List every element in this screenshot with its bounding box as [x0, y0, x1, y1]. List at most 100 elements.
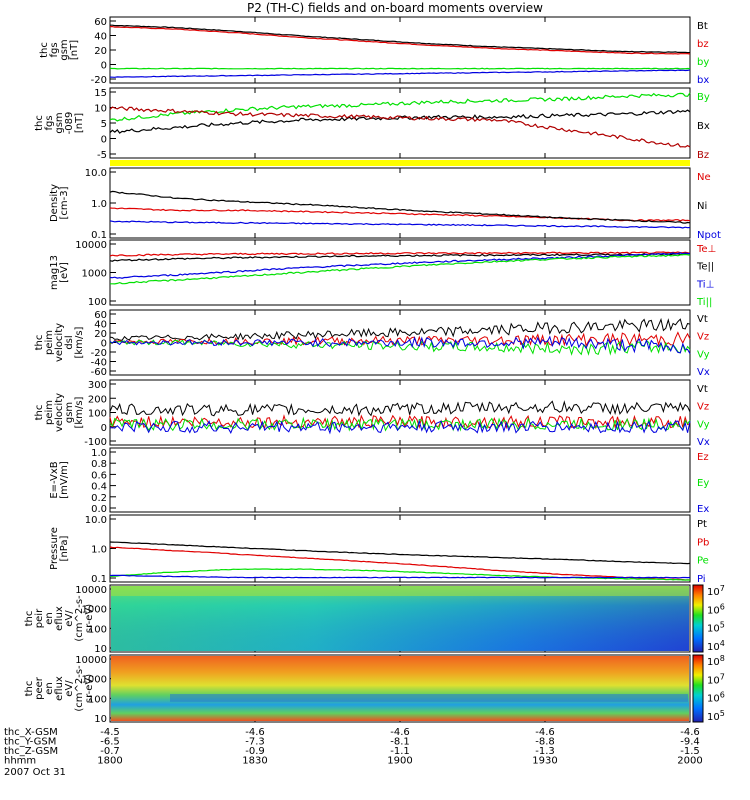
y-tick-label: 20	[94, 46, 107, 57]
y-axis-label: peer	[34, 676, 45, 700]
y-tick-label: 1000	[82, 605, 107, 616]
y-axis-label: [km/s]	[74, 396, 85, 428]
panel-temp: mag13 [eV] 10000 1000 100 Te⊥ Te|| Ti⊥ Ti||	[49, 239, 716, 308]
y-axis-label: thc	[34, 335, 45, 351]
series-pb	[109, 546, 691, 581]
y-axis-label: eV/	[64, 610, 75, 627]
x-row-label: thc_X-GSM	[4, 727, 58, 738]
series-bx	[109, 109, 691, 134]
series-ni	[109, 190, 691, 224]
y-tick-label: 40	[94, 32, 107, 43]
y-axis-label: thc	[34, 405, 45, 421]
y-tick-label: 10	[94, 104, 107, 115]
x-row-value: 2000	[677, 756, 702, 767]
colorbar	[692, 584, 704, 653]
series-pi	[109, 574, 691, 579]
series-by	[109, 67, 691, 70]
y-tick-label: 10	[94, 644, 107, 655]
y-axis-label: sr-eV)	[84, 604, 95, 633]
x-row-value: -7.3	[245, 737, 265, 748]
heatmap-band	[170, 694, 688, 702]
x-row-value: -0.7	[100, 746, 120, 757]
series-vz	[109, 414, 691, 430]
y-axis-label: [nT]	[69, 40, 80, 60]
y-axis-label: fgs	[44, 115, 55, 130]
x-row-value: -9.4	[680, 737, 700, 748]
colorbar-label: 106	[707, 602, 725, 616]
legend-bt: Bt	[697, 21, 708, 32]
y-axis-label: [nT]	[74, 113, 85, 133]
y-axis-label: [nPa]	[59, 535, 70, 561]
y-axis-label: thc	[34, 115, 45, 131]
y-tick-label: 60	[94, 17, 107, 28]
series-bt	[110, 24, 690, 54]
y-axis-label: mag13	[49, 255, 60, 290]
x-row-value: -8.1	[390, 737, 410, 748]
y-tick-label: 60	[94, 310, 107, 321]
y-tick-label: 40	[94, 320, 107, 331]
legend-vt: Vt	[697, 314, 708, 325]
series-bz	[109, 106, 691, 148]
legend-ti||: Ti||	[696, 297, 712, 308]
y-axis-label: eflux	[54, 676, 65, 701]
panel-vel-gsm: thc peim velocity gsm [km/s]300 200 100 0 -100 Vt…	[34, 379, 710, 448]
y-axis-label: peim	[44, 330, 55, 355]
colorbar-label: 107	[707, 672, 725, 686]
x-row-value: -4.6	[390, 727, 410, 738]
y-axis-label: (cm^2-s-	[74, 595, 85, 642]
legend-vy: Vy	[697, 419, 710, 430]
legend-ex: Ex	[697, 504, 709, 515]
legend-te⊥: Te⊥	[696, 244, 716, 255]
y-tick-label: 1.0	[91, 199, 107, 210]
y-axis-label: velocity	[54, 323, 65, 362]
y-axis-label: fgs	[49, 42, 60, 57]
y-tick-label: 15	[94, 88, 107, 99]
legend-pt: Pt	[697, 519, 707, 530]
y-tick-label: 5	[101, 119, 107, 130]
y-tick-label: -100	[84, 437, 107, 448]
y-axis-label: velocity	[54, 393, 65, 432]
y-tick-label: 100	[88, 297, 107, 308]
y-tick-label: -5	[97, 150, 107, 161]
x-row-value: -1.5	[680, 746, 700, 757]
y-axis-label: en	[44, 682, 55, 695]
legend-ne: Ne	[697, 172, 711, 183]
series-vz	[109, 331, 691, 348]
y-tick-label: 0	[101, 61, 107, 72]
y-axis-label: thc	[24, 681, 35, 697]
legend-pb: Pb	[697, 537, 709, 548]
series-ti||	[110, 253, 691, 285]
y-tick-label: 1000	[82, 675, 107, 686]
y-axis-label: eflux	[54, 606, 65, 631]
y-tick-label: 20	[94, 329, 107, 340]
legend-vx: Vx	[697, 437, 710, 448]
series-vt	[109, 400, 691, 417]
legend-bx: bx	[697, 75, 709, 86]
x-row-label: thc_Z-GSM	[4, 746, 58, 757]
x-row-label: thc_Y-GSM	[4, 737, 56, 748]
colorbar-label: 106	[707, 691, 725, 705]
panel-frame	[109, 167, 691, 239]
y-tick-label: -40	[91, 358, 107, 369]
colorbar-label: 108	[707, 654, 725, 668]
legend-vz: Vz	[697, 402, 709, 413]
y-tick-label: -60	[91, 367, 107, 378]
legend-vx: Vx	[697, 367, 710, 378]
y-tick-label: 0.1	[91, 230, 107, 241]
y-axis-label: Density	[49, 184, 60, 222]
y-tick-label: 0.1	[91, 574, 107, 585]
series-bz	[110, 26, 691, 55]
panel-frame	[109, 239, 691, 306]
y-tick-label: 1000	[82, 269, 107, 280]
series-vx	[109, 335, 691, 355]
colorbar	[692, 654, 704, 723]
heatmap-fill	[111, 656, 689, 721]
panel-peer: thc peer en eflux eV/(cm^2-s-sr-eV) 10000 1000…	[24, 654, 725, 725]
x-row-value: -8.8	[535, 737, 555, 748]
colorbar-label: 104	[707, 639, 725, 653]
legend-bz: bz	[697, 39, 709, 50]
panel-density: Density [cm-3] 10.0 1.0 0.1 Ne Ni Npot	[49, 167, 721, 241]
y-axis-label: dsl	[64, 335, 75, 349]
y-axis-label: [cm-3]	[59, 186, 70, 219]
